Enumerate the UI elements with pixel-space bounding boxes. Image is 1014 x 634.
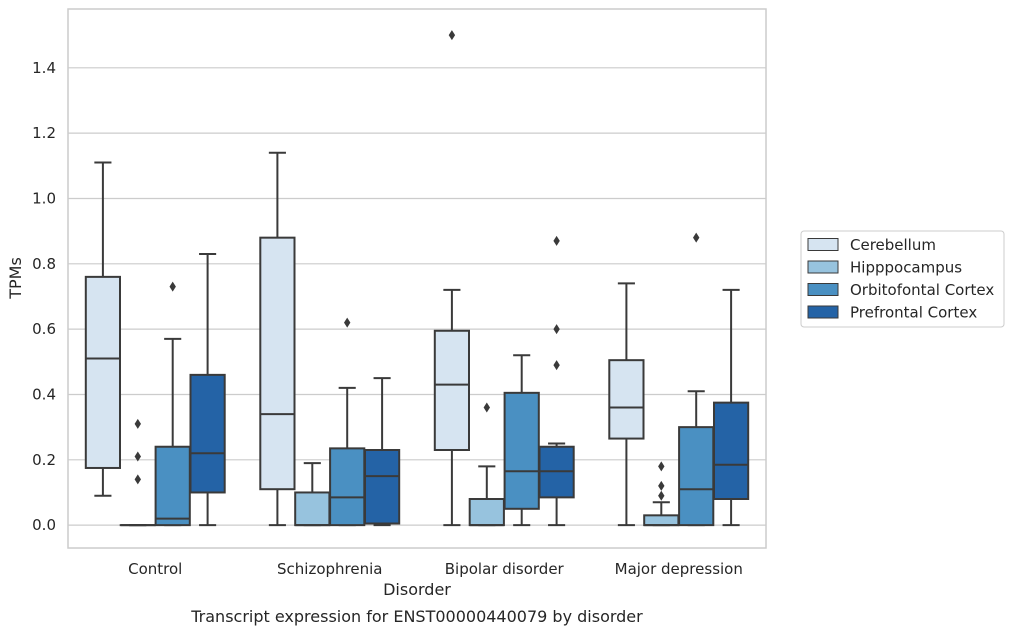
box-2-2 [503,354,540,527]
y-axis-label: TPMs [6,257,25,300]
outlier-point [344,317,351,328]
box-0-3 [608,282,645,527]
legend-frame [800,230,1005,328]
box-1-2 [468,402,505,527]
y-tick-label: 1.0 [32,189,56,207]
box-body [503,391,540,510]
outlier-point [448,30,456,41]
box-3-2 [538,235,575,527]
x-axis-label: Disorder [383,580,451,599]
box-1-0 [119,418,156,527]
box-body [678,426,715,527]
box-body [154,445,191,527]
box-2-0 [154,281,191,527]
outlier-point [483,402,490,413]
y-tick-label: 0.4 [32,385,56,403]
box-2-1 [329,317,366,527]
legend-swatch [807,260,839,274]
outlier-point [134,474,141,485]
legend-label: Prefrontal Cortex [850,304,977,322]
box-body [468,498,505,527]
outlier-point [658,461,665,472]
legend-swatch [807,283,839,296]
legend-label: Hipppocampus [850,259,962,277]
legend-swatch [807,238,839,251]
box-body [259,236,296,491]
outlier-point [553,324,560,335]
box-1-1 [294,462,331,527]
y-tick-label: 0.2 [32,451,56,469]
legend: Cerebellum Hipppocampus Orbitofontal Corte… [800,230,1005,328]
y-tick-label: 1.2 [32,124,56,142]
box-body [189,373,226,494]
box-plots [84,30,750,527]
y-tick-label: 1.4 [32,59,56,77]
figure-caption: Transcript expression for ENST0000044007… [190,607,643,626]
box-body [712,401,750,500]
outlier-point [658,490,665,501]
box-3-3 [712,288,750,527]
legend-label: Orbitofontal Cortex [850,281,994,299]
box-body [608,359,645,440]
outlier-point [169,281,176,292]
outlier-point [553,360,560,371]
box-body [643,514,680,527]
y-tick-label: 0.6 [32,320,56,338]
box-3-1 [363,377,401,527]
box-0-2 [433,30,471,527]
y-tick-label: 0.8 [32,255,56,273]
outlier-point [553,235,560,246]
y-axis-ticks: 0.0 0.2 0.4 0.6 0.8 1.0 1.2 1.4 [32,59,56,534]
box-0-0 [84,161,122,497]
x-tick-label: Bipolar disorder [445,560,565,578]
box-1-3 [643,461,680,527]
outlier-point [134,451,141,462]
outlier-point [658,480,665,491]
x-tick-label: Control [128,560,182,578]
x-axis-ticks: Control Schizophrenia Bipolar disorder Majo… [128,560,743,578]
x-tick-label: Major depression [615,560,743,578]
box-2-3 [678,232,715,527]
legend-label: Cerebellum [850,236,936,254]
y-tick-label: 0.0 [32,516,56,534]
outlier-point [134,418,141,429]
box-body [84,275,122,469]
x-tick-label: Schizophrenia [277,560,382,578]
box-3-0 [189,253,226,527]
box-body [294,491,331,527]
box-body [363,449,401,525]
box-body [329,447,366,527]
outlier-point [693,232,700,243]
plot-frame [67,8,767,549]
box-body [433,329,471,451]
box-0-1 [259,151,296,527]
legend-swatch [807,305,839,319]
